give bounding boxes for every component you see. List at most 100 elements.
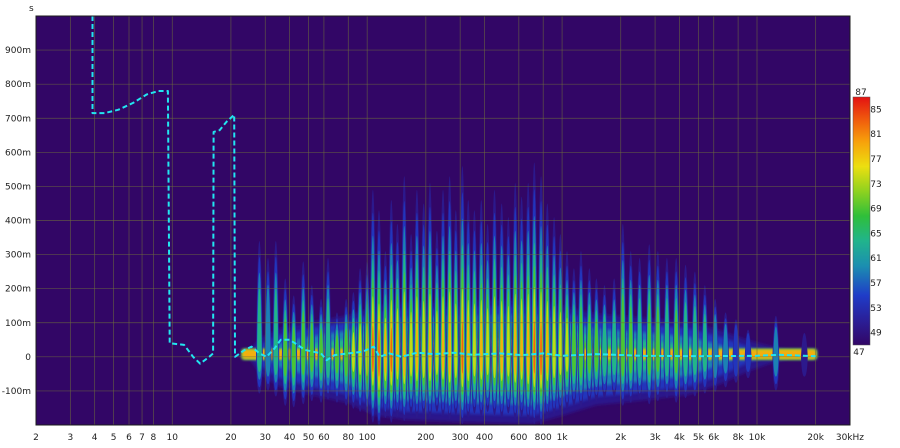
x-tick-label: 1k: [557, 433, 569, 443]
x-tick-label: 100: [359, 433, 376, 443]
heatmap-ridge: [587, 314, 592, 374]
heatmap-ridge: [378, 329, 380, 377]
x-tick-label: 8: [150, 433, 156, 443]
x-tick-label: 2: [33, 433, 39, 443]
heatmap-ridge: [448, 309, 451, 376]
heatmap-ridge: [472, 303, 476, 377]
color-scale-tick-label: 69: [870, 205, 882, 215]
plot-frame: [35, 15, 851, 426]
x-tick-label: 30: [260, 433, 272, 443]
heatmap-ridge: [291, 326, 296, 379]
heatmap-ridge: [572, 314, 576, 377]
color-scale-tick-label: 85: [870, 105, 881, 115]
heatmap-ridge: [546, 315, 549, 374]
heatmap-ridge: [301, 311, 306, 376]
heatmap-ridge: [674, 309, 679, 374]
heatmap-ridge: [602, 313, 607, 377]
color-scale-tick-label: 47: [853, 348, 864, 358]
heatmap-ridge: [415, 312, 419, 374]
color-scale-tick-label: 65: [870, 229, 881, 239]
x-tick-label: 40: [284, 433, 296, 443]
y-tick-label: 200m: [5, 285, 31, 295]
x-axis: 2 3 4 5 6 7 8 10 20 30 40 50 60 80 100 200 300 400 600 800 1…: [33, 433, 864, 443]
x-tick-label: 60: [318, 433, 330, 443]
heatmap-ridge: [683, 302, 688, 377]
heatmap-ridge: [309, 322, 314, 373]
color-scale-tick-label: 49: [870, 329, 882, 339]
x-tick-label: 50: [303, 433, 315, 443]
heatmap-ridge: [257, 288, 262, 373]
x-tick-label: 4: [92, 433, 98, 443]
x-tick-label: 80: [343, 433, 355, 443]
heatmap-ridge: [594, 318, 599, 373]
y-axis: 900m 800m 700m 600m 500m 400m 300m 200m 100m 0 -10…: [2, 46, 31, 397]
y-tick-label: 800m: [5, 80, 31, 90]
heatmap-ridge: [492, 296, 497, 379]
heatmap-ridge: [637, 298, 642, 379]
x-tick-label: 7: [139, 433, 145, 443]
color-scale-bar: [852, 96, 871, 346]
heatmap-ridge: [351, 331, 355, 373]
heatmap-ridge: [579, 306, 583, 379]
heatmap-ridge: [540, 323, 542, 376]
heatmap-ridge: [344, 328, 348, 377]
color-scale-tick-label: 77: [870, 155, 881, 165]
overlay-series: [91, 16, 816, 365]
y-tick-label: 300m: [5, 251, 31, 261]
x-tick-label: 4k: [674, 433, 686, 443]
heatmap-ridge: [480, 315, 483, 373]
heatmap-ridge: [454, 303, 458, 379]
heatmap-ridge: [745, 332, 752, 373]
heatmap-ridge: [506, 305, 510, 377]
y-tick-label: 600m: [5, 148, 31, 158]
color-scale-tick-label: 53: [870, 304, 881, 314]
heatmap-ridge: [722, 323, 729, 374]
heatmap-ridge: [358, 323, 362, 376]
y-tick-label: -100m: [2, 387, 31, 397]
x-tick-label: 400: [476, 433, 493, 443]
heatmap-ridge: [409, 311, 413, 377]
heatmap-ridge: [403, 309, 406, 377]
y-tick-label: 900m: [5, 46, 31, 56]
heatmap-ridge: [372, 325, 374, 373]
heatmap-ridge: [732, 324, 739, 377]
heatmap-ridge: [396, 321, 399, 373]
x-tick-label: 2k: [615, 433, 627, 443]
y-tick-label: 400m: [5, 217, 31, 227]
y-axis-unit-label: s: [29, 4, 34, 14]
x-tick-label: 600: [510, 433, 527, 443]
heatmap-ridge: [514, 310, 517, 376]
heatmap-ridge: [435, 310, 439, 376]
color-scale: 87 85 81 77 73 69 65 61 57 53 49 47: [852, 88, 882, 358]
heatmap-ridge: [283, 318, 288, 377]
x-tick-label: 300: [452, 433, 469, 443]
heatmap-ridge: [384, 327, 387, 374]
heatmap-ridge: [526, 310, 530, 377]
heatmap-ridge: [558, 311, 562, 376]
x-tick-label: 3: [67, 433, 73, 443]
heatmap-ridge: [773, 326, 779, 377]
color-scale-tick-label: 87: [855, 88, 866, 98]
heatmap-ridge: [422, 300, 426, 379]
overlay-series-line: [91, 16, 816, 365]
heatmap-ridge: [611, 309, 617, 376]
heatmap-ridge: [552, 305, 556, 379]
heatmap-ridge: [461, 321, 464, 374]
x-tick-label: 800: [535, 433, 552, 443]
x-tick-label: 200: [417, 433, 434, 443]
x-tick-label: 20: [225, 433, 237, 443]
x-tick-label: 20k: [807, 433, 824, 443]
x-tick-label: 30kHz: [836, 433, 864, 443]
heatmap-ridge: [390, 327, 393, 373]
spectrogram-heatmap: [242, 162, 816, 425]
y-tick-label: 100m: [5, 319, 31, 329]
x-tick-label: 3k: [650, 433, 662, 443]
heatmap-ridge: [692, 305, 698, 376]
x-tick-label: 5k: [693, 433, 705, 443]
heatmap-ridge: [486, 308, 490, 376]
heatmap-ridge: [702, 313, 708, 373]
heatmap-ridge: [273, 288, 279, 376]
x-tick-label: 10k: [749, 433, 766, 443]
heatmap-ridge: [428, 310, 432, 374]
